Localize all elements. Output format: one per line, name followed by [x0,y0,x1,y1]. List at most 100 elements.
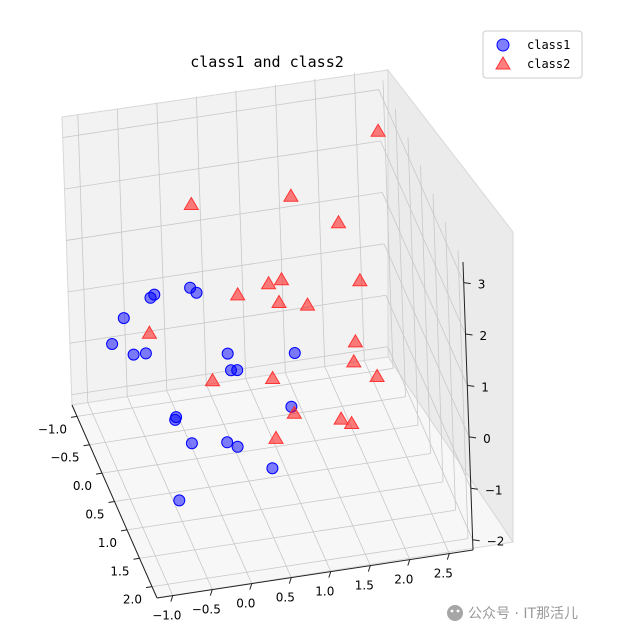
data-points [106,123,386,507]
watermark: 公众号 · IT那活儿 [447,605,578,622]
y-tick-label: 0.5 [85,508,104,522]
x-tick-mark [446,553,450,560]
axes-panes [61,68,514,599]
class1-point [173,494,186,507]
y-tick-mark [145,586,153,589]
x-tick-mark [367,565,371,572]
grid-line-y-floor [139,509,456,559]
y-tick-mark [120,529,128,532]
class2-point [369,368,385,382]
class1-point [231,440,244,453]
grid-line-z-side [378,89,465,283]
class2-point [271,294,287,308]
grid-line-y-wall [420,165,431,454]
z-tick-label: −1 [485,483,503,497]
wechat-logo-icon-eye-left [450,609,454,613]
legend-label-class2: class2 [527,57,570,71]
grid-line-x-wall [314,78,326,367]
grid-line-x-wall [77,114,89,403]
grid-line-z-side [380,140,466,335]
grid-line-z-back [68,243,385,293]
class2-point [204,372,221,387]
grid-line-z-back [64,140,381,190]
grid-line-z-side [383,243,470,438]
z-axis-line [462,261,474,551]
class1-point [127,348,140,361]
tick-labels: −1.0 −0.5 0.0 0.5 1.0 1.5 2.0 2.5 −1.0 −0.5 0.0 0.5… [38,278,504,623]
class2-point [299,297,316,311]
grid-line-x-wall [274,84,286,373]
z-tick-label: 2 [480,329,488,343]
grid-line-y-wall [457,250,469,539]
grid-line-z-side [381,192,468,386]
grid-line-y-floor [151,538,469,588]
grid-line-y-wall [382,80,394,369]
y-tick-label: −1.0 [38,422,67,436]
y-tick-mark [83,444,90,447]
z-tick-label: 3 [478,278,486,292]
z-tick-mark [472,539,480,542]
class2-point [273,271,290,286]
class2-point [343,415,360,429]
grid-line-x-wall [116,108,128,397]
class2-point [370,123,386,137]
z-tick-label: 0 [483,432,491,446]
class1-point [288,347,301,359]
grid-line-y-wall [395,108,406,397]
y-tick-mark [95,472,103,475]
z-tick-mark [469,436,477,439]
z-tick-mark [467,384,475,387]
class1-point [185,437,198,450]
class1-point [170,411,183,424]
y-tick-mark [133,557,140,560]
x-tick-mark [328,571,332,578]
class2-point [347,333,364,348]
class2-point [352,272,368,287]
wechat-logo-icon [447,605,463,621]
class2-point [260,275,277,290]
class2-point [330,214,347,229]
y-tick-label: 2.0 [123,593,142,607]
wechat-logo-icon-eye-right [456,609,460,613]
watermark-text: 公众号 · IT那活儿 [468,606,578,622]
class2-point [333,411,349,425]
grid-line-z-side [385,295,472,489]
class2-point [141,325,158,339]
y-tick-label: 0.0 [73,479,92,493]
x-tick-mark [407,559,411,566]
legend-marker-class2 [495,56,511,70]
class1-point [221,347,234,360]
x-tick-label: 0.5 [276,591,295,605]
class2-point [229,286,246,301]
class1-point [117,312,130,325]
grid-line-y-floor [126,481,444,531]
z-tick-mark [465,333,473,336]
grid-line-y-floor [101,424,419,474]
y-tick-mark [70,415,78,418]
x-axis-line [156,549,474,599]
grid-line-y-wall [432,193,444,482]
x-tick-label: 0.0 [236,597,255,611]
y-tick-mark [108,501,115,503]
legend: class1 class2 [482,30,583,79]
y-tick-label: −0.5 [50,451,79,465]
grid-line-x-wall [156,102,168,391]
class2-point [286,405,303,419]
x-tick-label: 2.5 [434,567,453,581]
class1-point [106,338,119,350]
class1-point [225,364,237,377]
z-tick-mark [470,487,478,490]
class2-point [264,370,281,384]
x-tick-mark [209,589,213,596]
grid-line-y-floor [89,396,406,446]
class2-point [345,353,362,368]
class2-point [283,188,299,202]
x-tick-label: 1.5 [355,579,374,593]
grid-line-x-wall [353,72,365,361]
x-tick-mark [249,583,253,590]
z-tick-label: −2 [487,535,505,549]
axis-lines [70,261,480,602]
class2-point [183,196,200,210]
class1-point [221,436,234,449]
grid-line-z-back [69,294,386,344]
